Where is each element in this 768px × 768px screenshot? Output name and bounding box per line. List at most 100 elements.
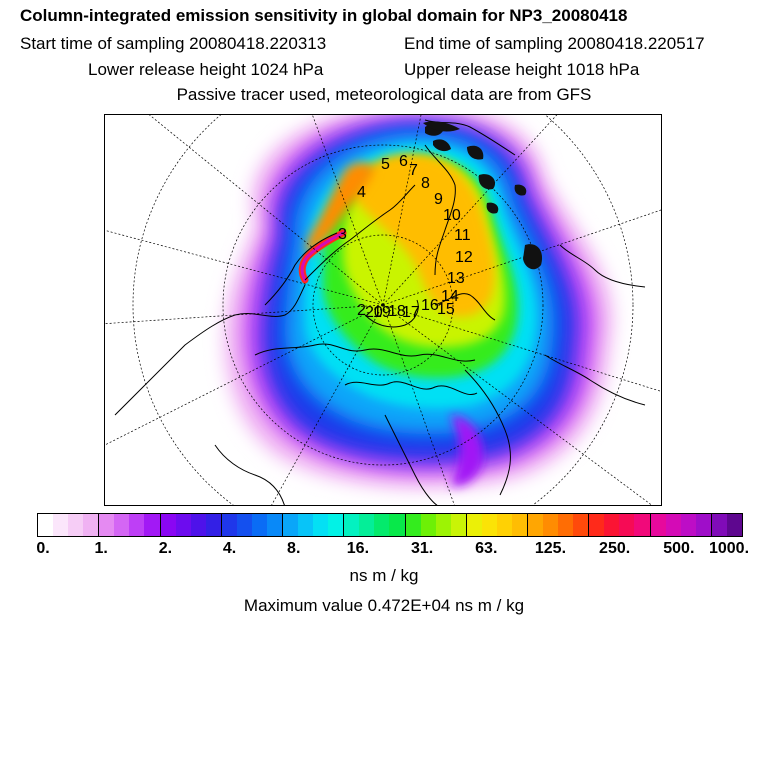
track-label: 9: [434, 191, 443, 208]
lower-release-height: Lower release height 1024 hPa: [88, 60, 324, 79]
upper-release-height: Upper release height 1018 hPa: [404, 60, 640, 79]
color-scale-swatch: [573, 514, 590, 536]
track-label: 10: [443, 207, 461, 224]
track-label: 16: [421, 297, 439, 314]
color-scale-tick-label: 0.: [36, 540, 50, 557]
color-scale-swatch: [665, 514, 681, 536]
color-scale-swatch: [266, 514, 283, 536]
color-scale-tick-label: 1.: [94, 540, 108, 557]
color-scale-bar: [37, 513, 743, 537]
meridian-line: [149, 115, 384, 306]
coastline-segment: [214, 444, 285, 505]
color-scale-swatch: [114, 514, 130, 536]
color-scale-tick-label: 500.: [663, 540, 695, 557]
maximum-value: Maximum value 0.472E+04 ns m / kg: [243, 596, 525, 615]
color-scale-tick-label: 125.: [534, 540, 567, 557]
latitude-circle-inner: [312, 234, 454, 376]
color-scale-swatch: [129, 514, 145, 536]
color-scale-swatch: [680, 514, 696, 536]
color-scale-swatch: [481, 514, 497, 536]
landmass-patch: [423, 121, 460, 132]
landmass-patch: [433, 139, 451, 152]
color-scale-swatch: [558, 514, 574, 536]
color-scale-swatch: [711, 514, 727, 536]
color-scale-swatch: [328, 514, 345, 536]
color-scale-swatch: [726, 514, 742, 536]
emission-sensitivity-map: 3 4 5 6 7 8 9 10 11 12 13 14 15 16 17 18…: [104, 114, 662, 506]
color-scale-swatch: [53, 514, 69, 536]
track-label: 17: [402, 304, 420, 321]
latitude-circle-outer: [132, 115, 634, 505]
coastline-segment: [559, 244, 646, 288]
color-scale-swatch: [543, 514, 559, 536]
meridian-line: [382, 209, 661, 306]
color-scale-swatch: [175, 514, 191, 536]
landmass-patch: [467, 145, 484, 160]
landmass-patch: [486, 202, 499, 214]
color-scale-swatch: [450, 514, 467, 536]
color-scale-swatch: [589, 514, 605, 536]
meridian-line: [382, 304, 661, 392]
start-time: Start time of sampling 20080418.220313: [20, 34, 327, 53]
track-label: 19: [373, 304, 391, 321]
coastline-segment: [364, 299, 419, 328]
sensitivity-band-dark-orange: [306, 162, 375, 255]
track-label: 8: [421, 175, 430, 192]
color-scale-tick-label: 4.: [222, 540, 237, 557]
sensitivity-tail-purple: [450, 415, 484, 486]
track-label: 3: [338, 226, 347, 243]
track-label: 14: [441, 288, 459, 305]
color-scale-tick-label: 16.: [346, 540, 370, 557]
coastline-segment: [254, 343, 476, 362]
color-scale-swatch: [604, 514, 620, 536]
coastline-segment: [114, 284, 306, 416]
track-label: 6: [399, 153, 408, 170]
sensitivity-field: [224, 115, 613, 489]
color-scale-swatch: [528, 514, 544, 536]
high-sensitivity-track-magenta: [300, 231, 345, 282]
color-scale-swatch: [236, 514, 252, 536]
track-label: 13: [447, 270, 465, 287]
color-scale-swatch: [634, 514, 651, 536]
color-scale-swatch: [251, 514, 267, 536]
coastline-segment: [344, 381, 478, 396]
color-scale-swatch: [420, 514, 436, 536]
coastline-segment: [544, 354, 646, 406]
meridian-line: [382, 304, 455, 505]
meridian-line: [382, 304, 653, 505]
color-scale-swatch: [38, 514, 54, 536]
color-scale-swatch: [160, 514, 176, 536]
track-label: 15: [437, 301, 455, 318]
map-canvas: 3 4 5 6 7 8 9 10 11 12 13 14 15 16 17 18…: [105, 115, 661, 505]
end-time: End time of sampling 20080418.220517: [404, 34, 705, 53]
track-label: 4: [357, 184, 366, 201]
color-scale-swatch: [298, 514, 314, 536]
color-scale-swatch: [205, 514, 222, 536]
track-label: 12: [455, 249, 473, 266]
track-label: 5: [381, 156, 390, 173]
meridian-line: [382, 115, 558, 306]
color-scale-swatch: [344, 514, 360, 536]
track-label: 20: [365, 304, 383, 321]
coastline-segment: [264, 232, 338, 306]
coastline-segment: [304, 184, 416, 281]
color-scale-swatch: [144, 514, 161, 536]
color-scale-swatch: [435, 514, 451, 536]
color-scale-tick-label: 8.: [287, 540, 301, 557]
color-scale-swatch: [466, 514, 482, 536]
color-scale-tick-label: 1000.: [708, 540, 750, 557]
track-label: 7: [409, 162, 418, 179]
color-scale-swatch: [650, 514, 666, 536]
dark-landmass: [423, 121, 543, 270]
color-scale-tick-label: 250.: [599, 540, 631, 557]
track-label: 11: [454, 227, 471, 244]
landmass-patch: [478, 174, 496, 190]
coastline-segment: [464, 369, 511, 496]
color-scale-swatch: [359, 514, 375, 536]
track-label: 18: [388, 303, 406, 320]
sensitivity-band-orange: [354, 153, 495, 317]
tracer-note: Passive tracer used, meteorological data…: [176, 85, 592, 104]
track-labels: 3 4 5 6 7 8 9 10 11 12 13 14 15 16 17 18…: [338, 153, 473, 321]
color-scale-swatch: [283, 514, 299, 536]
color-scale-tick-label: 63.: [475, 540, 498, 557]
